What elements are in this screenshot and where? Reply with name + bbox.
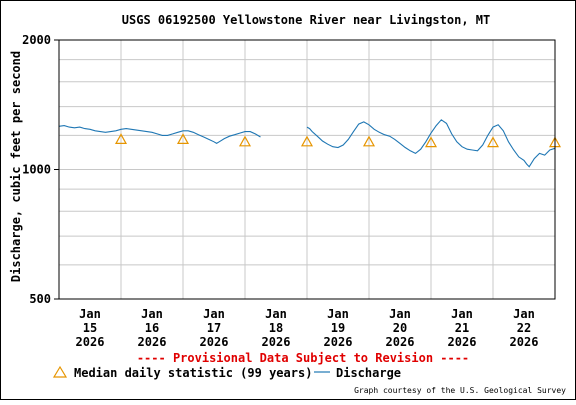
median-triangle [176,133,190,144]
median-triangle [486,136,500,148]
legend: Median daily statistic (99 years) Discha… [52,365,401,380]
x-tick-label: Jan [141,307,163,321]
x-tick-label: 17 [207,321,221,335]
median-triangle [238,135,252,147]
legend-median-triangle-icon [52,365,68,378]
x-tick-label: 2026 [200,335,229,349]
y-tick-label: 2000 [22,33,51,47]
x-tick-label: 22 [517,321,531,335]
y-axis-ticks: 500 1000 2000 [22,33,59,306]
x-tick-label: 2026 [324,335,353,349]
x-tick-label: Jan [79,307,101,321]
x-axis-ticks: Jan152026Jan162026Jan172026Jan182026Jan1… [76,307,539,349]
x-tick-label: 2026 [510,335,539,349]
x-tick-label: 2026 [262,335,291,349]
x-tick-label: 21 [455,321,469,335]
median-triangle [424,136,438,148]
credit-text: Graph courtesy of the U.S. Geological Su… [354,386,566,395]
x-tick-label: Jan [203,307,225,321]
x-tick-label: Jan [327,307,349,321]
chart-title: USGS 06192500 Yellowstone River near Liv… [122,13,490,27]
x-tick-label: Jan [451,307,473,321]
legend-discharge-label: Discharge [336,366,401,380]
y-tick-label: 500 [29,292,51,306]
x-tick-label: 2026 [386,335,415,349]
x-tick-label: 19 [331,321,345,335]
x-tick-label: 20 [393,321,407,335]
median-triangle [362,135,376,147]
x-tick-label: Jan [513,307,535,321]
marks [58,119,562,168]
x-tick-label: 2026 [76,335,105,349]
median-triangle [300,135,314,147]
y-axis-label: Discharge, cubic feet per second [9,51,23,282]
x-tick-label: 16 [145,321,159,335]
discharge-line [306,119,556,168]
x-tick-label: Jan [389,307,411,321]
x-tick-label: Jan [265,307,287,321]
x-tick-label: 2026 [138,335,167,349]
provisional-note: ---- Provisional Data Subject to Revisio… [137,351,469,365]
discharge-line [58,125,261,145]
x-tick-label: 18 [269,321,283,335]
x-tick-label: 2026 [448,335,477,349]
median-triangle [114,133,128,144]
legend-median-label: Median daily statistic (99 years) [74,366,312,380]
y-tick-label: 1000 [22,163,51,177]
x-tick-label: 15 [83,321,97,335]
